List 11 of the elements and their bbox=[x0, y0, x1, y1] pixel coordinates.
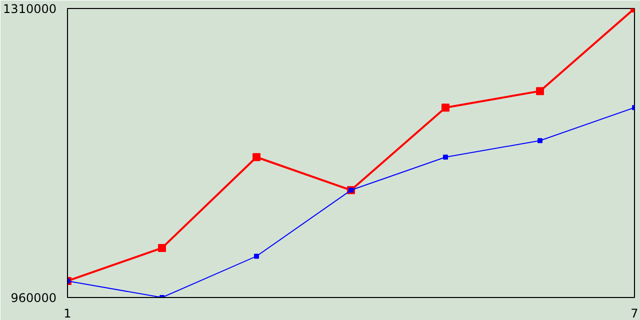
point bbox=[536, 87, 544, 96]
point bbox=[254, 254, 259, 259]
x-tick-label: 7 bbox=[630, 306, 638, 320]
point bbox=[442, 104, 450, 112]
y-tick-label: 1310000 bbox=[3, 2, 57, 16]
x-tick-label: 1 bbox=[64, 306, 72, 320]
point bbox=[538, 138, 542, 144]
point bbox=[158, 244, 166, 252]
point bbox=[252, 153, 260, 162]
y-tick-label: 960000 bbox=[10, 291, 57, 305]
point bbox=[443, 154, 448, 160]
